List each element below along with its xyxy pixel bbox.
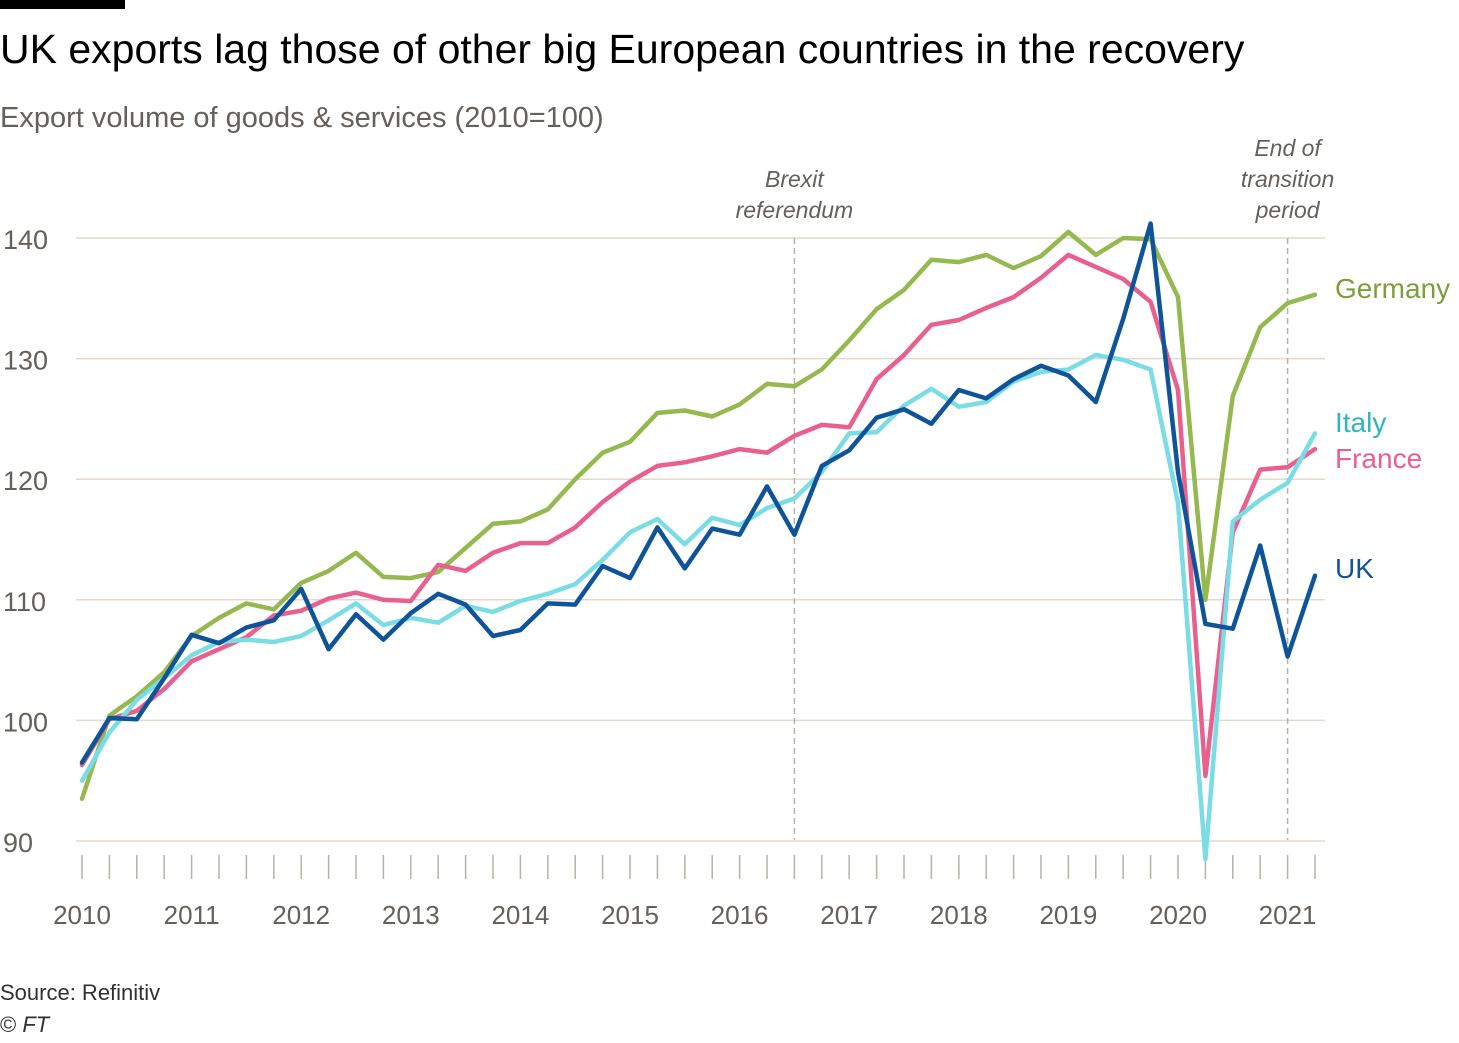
y-tick-label-120: 120 xyxy=(3,466,48,496)
annotation-label-line: End of xyxy=(1254,135,1323,161)
y-tick-label-140: 140 xyxy=(3,225,48,255)
y-tick-label-90: 90 xyxy=(3,828,33,858)
x-tick-label-2016: 2016 xyxy=(711,900,769,930)
series-line-france xyxy=(79,252,1318,779)
y-tick-label-100: 100 xyxy=(3,707,48,737)
copyright-symbol: © xyxy=(0,1012,17,1037)
x-tick-label-2014: 2014 xyxy=(491,900,549,930)
series-line-germany xyxy=(79,229,1318,802)
x-tick-label-2021: 2021 xyxy=(1259,900,1317,930)
annotation-label-line: transition xyxy=(1241,166,1334,192)
series-label-germany: Germany xyxy=(1335,273,1450,304)
x-tick-label-2013: 2013 xyxy=(382,900,440,930)
annotation-label-line: Brexit xyxy=(765,166,825,192)
source-note: Source: Refinitiv xyxy=(0,980,161,1005)
y-tick-label-130: 130 xyxy=(3,346,48,376)
chart-title: UK exports lag those of other big Europe… xyxy=(0,26,1245,72)
copyright-note: © FT xyxy=(0,1012,49,1038)
x-tick-label-2012: 2012 xyxy=(272,900,330,930)
series-label-italy: Italy xyxy=(1335,407,1386,438)
x-tick-label-2020: 2020 xyxy=(1149,900,1207,930)
x-tick-label-2010: 2010 xyxy=(53,900,111,930)
y-tick-label-110: 110 xyxy=(3,587,46,617)
x-tick-label-2011: 2011 xyxy=(164,900,220,930)
series-label-uk: UK xyxy=(1335,553,1374,584)
x-tick-label-2017: 2017 xyxy=(820,900,878,930)
annotation-label-line: referendum xyxy=(736,197,854,223)
top-rule xyxy=(0,0,125,9)
series-line-uk xyxy=(79,221,1318,765)
series-label-france: France xyxy=(1335,443,1422,474)
copyright-org: FT xyxy=(22,1012,50,1037)
x-tick-label-2015: 2015 xyxy=(601,900,659,930)
x-tick-label-2018: 2018 xyxy=(930,900,988,930)
x-tick-label-2019: 2019 xyxy=(1039,900,1097,930)
annotation-label-line: period xyxy=(1255,197,1321,223)
chart-subtitle: Export volume of goods & services (2010=… xyxy=(0,102,604,134)
